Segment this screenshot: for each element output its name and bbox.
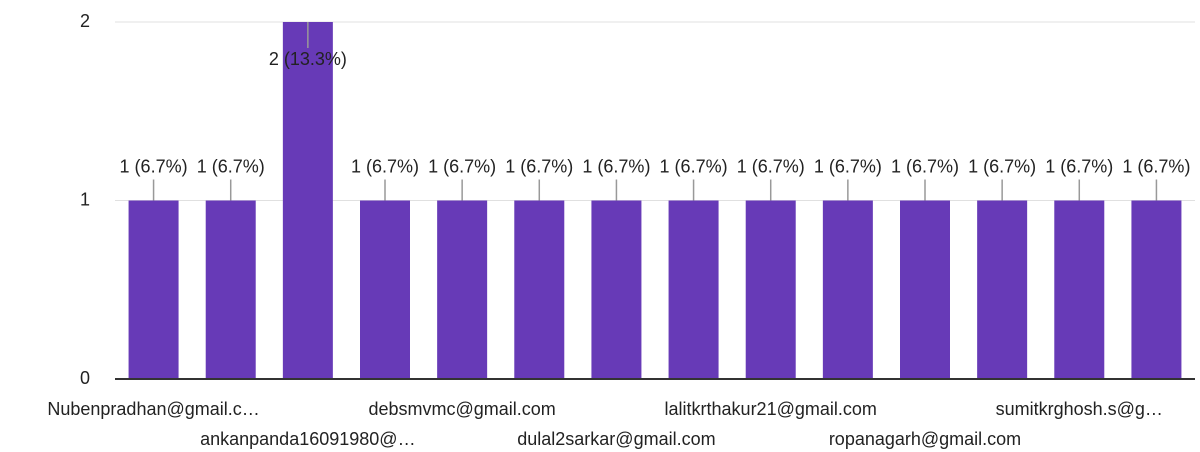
value-label: 1 (6.7%) (814, 156, 882, 176)
bar (591, 200, 642, 379)
value-label: 1 (6.7%) (428, 156, 496, 176)
bar (282, 22, 333, 379)
bar (1131, 200, 1182, 379)
bar (205, 200, 256, 379)
x-tick-label: lalitkrthakur21@gmail.com (665, 399, 877, 419)
value-label: 1 (6.7%) (505, 156, 573, 176)
x-tick-label: sumitkrghosh.s@g… (996, 399, 1163, 419)
x-tick-label: debsmvmc@gmail.com (368, 399, 555, 419)
value-label: 1 (6.7%) (582, 156, 650, 176)
value-label: 1 (6.7%) (891, 156, 959, 176)
bar (900, 200, 950, 379)
bar (822, 200, 873, 379)
bar (668, 200, 719, 379)
value-label: 1 (6.7%) (120, 156, 188, 176)
x-tick-label: ropanagarh@gmail.com (829, 429, 1021, 449)
bar (360, 200, 410, 379)
value-label: 1 (6.7%) (737, 156, 805, 176)
bar (437, 200, 488, 379)
value-label: 1 (6.7%) (351, 156, 419, 176)
value-label: 1 (6.7%) (197, 156, 265, 176)
x-tick-label: dulal2sarkar@gmail.com (517, 429, 715, 449)
y-tick-label: 1 (80, 189, 90, 209)
bar (977, 200, 1028, 379)
value-label: 1 (6.7%) (660, 156, 728, 176)
x-tick-label: ankanpanda16091980@… (200, 429, 415, 449)
x-tick-label: Nubenpradhan@gmail.c… (47, 399, 259, 419)
value-label: 1 (6.7%) (968, 156, 1036, 176)
y-tick-label: 0 (80, 368, 90, 388)
value-label: 1 (6.7%) (1122, 156, 1190, 176)
bar (745, 200, 796, 379)
bar (128, 200, 179, 379)
value-label: 2 (13.3%) (269, 49, 347, 69)
bar (514, 200, 565, 379)
value-label: 1 (6.7%) (1045, 156, 1113, 176)
y-tick-label: 2 (80, 11, 90, 31)
bar (1054, 200, 1105, 379)
